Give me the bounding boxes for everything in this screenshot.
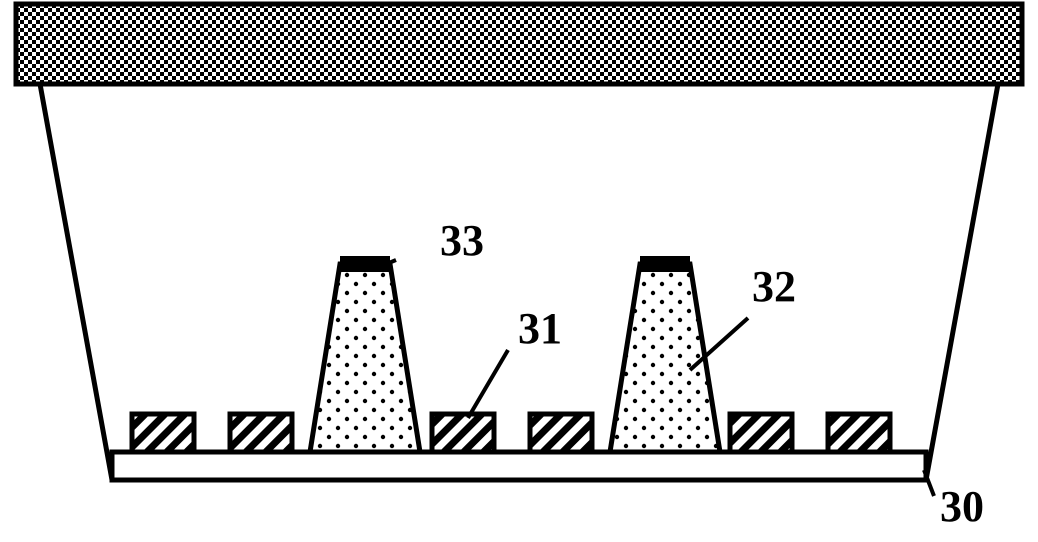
label-31: 31: [518, 303, 562, 354]
small-block-1: [230, 414, 292, 452]
small-block-4: [730, 414, 792, 452]
label-33: 33: [440, 215, 484, 266]
diagram-svg: [0, 0, 1038, 542]
small-block-0: [132, 414, 194, 452]
small-block-3: [530, 414, 592, 452]
top-band: [16, 4, 1022, 84]
base-plate: [112, 452, 926, 480]
small-block-2: [432, 414, 494, 452]
label-30: 30: [940, 481, 984, 532]
label-32: 32: [752, 261, 796, 312]
small-block-5: [828, 414, 890, 452]
black-cap-1: [640, 256, 690, 272]
